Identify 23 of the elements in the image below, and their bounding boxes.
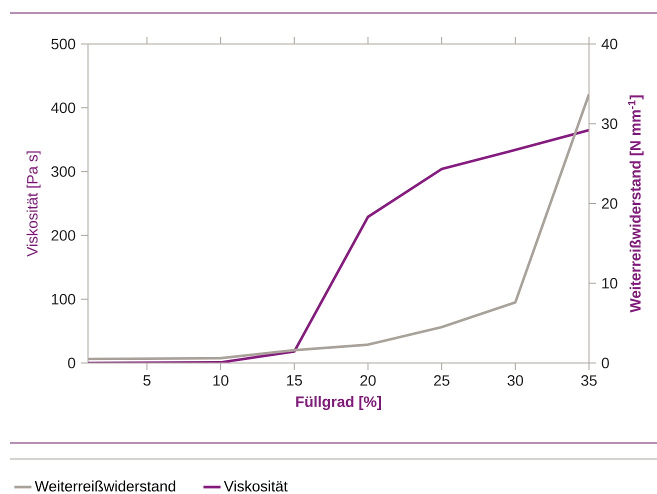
- x-tick-label: 5: [143, 375, 150, 386]
- y2-tick-label: 0: [602, 358, 609, 368]
- y-axis-title: Viskosität [Pa s]: [26, 151, 41, 257]
- y-tick-label: 300: [51, 166, 76, 177]
- y-tick-label: 100: [52, 294, 76, 304]
- y2-tick-label: 10: [602, 278, 618, 289]
- x-tick-label: 25: [434, 375, 450, 386]
- y2-tick-label: 30: [602, 118, 618, 130]
- x-tick-label: 20: [360, 375, 376, 386]
- x-tick-label: 30: [508, 375, 524, 386]
- x-tick-label: 10: [213, 375, 228, 386]
- y2-axis-title: Weiterreißwiderstand [N mm$^{-1}$]: [628, 95, 644, 312]
- y-tick-label: 500: [51, 38, 76, 50]
- y2-tick-label: 40: [602, 38, 618, 50]
- x-axis-title: Füllgrad [%]: [296, 396, 381, 410]
- y-tick-label: 400: [51, 102, 76, 114]
- x-tick-label: 35: [581, 375, 597, 386]
- x-tick-label: 15: [287, 375, 302, 386]
- y-tick-label: 0: [68, 358, 76, 368]
- y2-tick-label: 20: [602, 198, 618, 209]
- legend-label: Viskosität: [224, 480, 288, 492]
- y-tick-label: 200: [52, 230, 76, 241]
- legend-label: Weiterreißwiderstand: [34, 480, 176, 492]
